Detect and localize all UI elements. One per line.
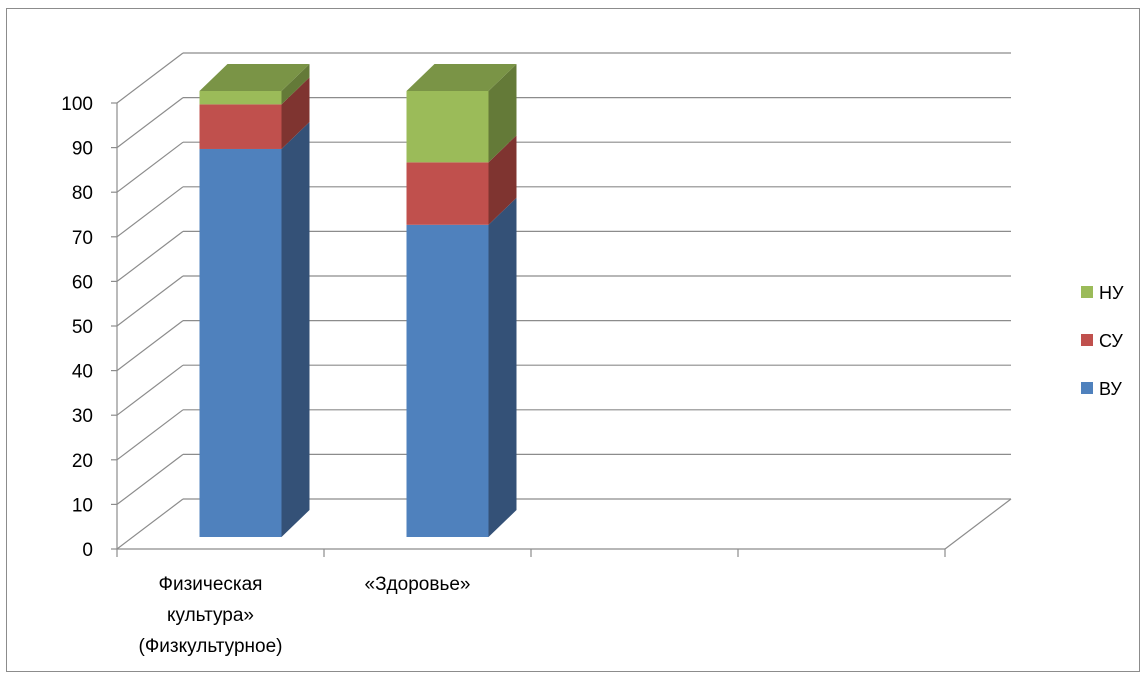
bar-ВУ-side — [488, 197, 517, 538]
chart-frame: 0 10 20 30 40 50 60 70 80 90 100 Физическая культура… — [6, 8, 1140, 672]
y-tick-label: 0 — [82, 540, 93, 561]
x-category-label: «Здоровье» — [365, 574, 471, 595]
legend-label-ВУ: ВУ — [1099, 379, 1122, 399]
chart-bars — [199, 64, 517, 538]
x-category-label: культура» — [167, 605, 254, 626]
side-wall-gridline — [116, 186, 184, 238]
y-tick-label: 100 — [61, 94, 93, 115]
x-category-label: (Физкультурное) — [139, 636, 283, 657]
bar-СУ-side — [281, 77, 310, 149]
y-tick-label: 50 — [72, 317, 93, 338]
bar-СУ-front — [406, 162, 489, 225]
bar-НУ-side — [488, 64, 517, 163]
y-tick-label: 40 — [72, 362, 93, 383]
legend-swatch-ВУ — [1081, 382, 1093, 394]
y-tick-label: 80 — [72, 183, 93, 204]
bar-ВУ-front — [199, 148, 282, 538]
chart-legend: НУ СУ ВУ — [1081, 283, 1124, 399]
chart-walls — [111, 52, 1012, 557]
side-wall-gridline — [116, 230, 184, 282]
side-wall-gridline — [116, 453, 184, 505]
side-wall-gridline — [116, 97, 184, 149]
y-tick-label: 30 — [72, 406, 93, 427]
bar-НУ-top — [199, 64, 310, 91]
bar-ВУ-front — [406, 224, 489, 538]
bar-ВУ-side — [281, 121, 310, 537]
side-wall-gridline — [116, 364, 184, 416]
floor-right-edge — [944, 498, 1012, 550]
chart-labels: 0 10 20 30 40 50 60 70 80 90 100 Физическая культура… — [61, 94, 470, 657]
legend-swatch-НУ — [1081, 286, 1093, 298]
bar-СУ-side — [488, 135, 517, 225]
side-wall-gridline — [116, 141, 184, 193]
bar-НУ-front — [199, 91, 282, 105]
side-wall-gridline — [116, 498, 184, 550]
legend-label-СУ: СУ — [1099, 331, 1123, 351]
side-wall-gridline — [116, 275, 184, 327]
bar-НУ-side — [281, 64, 310, 105]
bar-НУ-top — [406, 64, 517, 91]
bar-СУ-front — [199, 104, 282, 149]
y-tick-label: 20 — [72, 451, 93, 472]
legend-label-НУ: НУ — [1099, 283, 1124, 303]
legend-swatch-СУ — [1081, 334, 1093, 346]
side-wall-gridline — [116, 320, 184, 372]
x-category-label: Физическая — [159, 574, 263, 595]
y-tick-label: 10 — [72, 495, 93, 516]
side-wall-gridline — [116, 409, 184, 461]
y-tick-label: 70 — [72, 228, 93, 249]
side-wall-gridline — [116, 52, 184, 104]
y-tick-label: 60 — [72, 272, 93, 293]
y-tick-label: 90 — [72, 139, 93, 160]
chart-canvas: 0 10 20 30 40 50 60 70 80 90 100 Физическая культура… — [61, 52, 1124, 657]
bar-НУ-front — [406, 91, 489, 163]
